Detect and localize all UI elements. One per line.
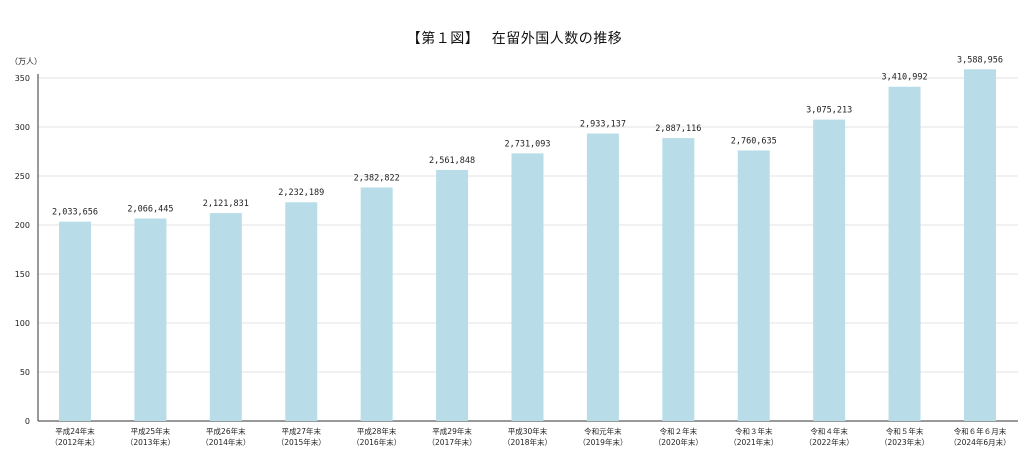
x-tick-label: 令和４年末 bbox=[810, 426, 848, 436]
x-tick-label: 令和２年末 bbox=[660, 426, 698, 436]
data-label: 2,066,445 bbox=[127, 204, 173, 214]
data-label: 2,033,656 bbox=[52, 208, 98, 218]
x-tick-label-year: （2019年末） bbox=[578, 437, 627, 447]
data-label: 3,588,956 bbox=[957, 55, 1003, 65]
bar bbox=[813, 119, 846, 422]
bar bbox=[209, 213, 242, 421]
x-tick-label-year: （2017年末） bbox=[428, 437, 477, 447]
bar bbox=[964, 69, 996, 421]
y-tick-label: 200 bbox=[15, 221, 30, 230]
bar bbox=[285, 202, 318, 421]
x-tick-label-year: （2018年末） bbox=[503, 437, 552, 447]
bar bbox=[737, 150, 770, 421]
bars bbox=[59, 69, 996, 422]
bar bbox=[360, 187, 393, 421]
y-tick-label: 150 bbox=[15, 270, 30, 279]
x-tick-label-year: （2021年末） bbox=[729, 437, 778, 447]
bar bbox=[511, 153, 544, 421]
x-tick-label-year: （2013年末） bbox=[126, 437, 175, 447]
chart-title: 【第１図】 在留外国人数の推移 bbox=[406, 31, 623, 47]
y-tick-label: 350 bbox=[15, 74, 30, 83]
x-tick-label-year: （2015年末） bbox=[277, 437, 326, 447]
bar bbox=[586, 133, 619, 422]
data-label: 2,887,116 bbox=[655, 124, 701, 134]
x-tick-label-year: （2024年6月末） bbox=[949, 437, 1010, 447]
x-tick-label-year: （2014年末） bbox=[201, 437, 250, 447]
data-label: 2,232,189 bbox=[278, 188, 324, 198]
x-tick-label-year: （2016年末） bbox=[352, 437, 401, 447]
x-tick-label: 平成29年末 bbox=[432, 426, 472, 436]
x-tick-label-year: （2012年末） bbox=[50, 437, 99, 447]
y-tick-label: 0 bbox=[25, 417, 30, 426]
x-tick-label-year: （2020年末） bbox=[654, 437, 703, 447]
y-tick-label: 50 bbox=[20, 368, 30, 377]
data-label: 2,382,822 bbox=[354, 173, 400, 183]
bar bbox=[888, 86, 921, 422]
x-tick-label: 平成30年末 bbox=[508, 426, 548, 436]
x-tick-label: 令和３年末 bbox=[735, 426, 773, 436]
bar bbox=[436, 169, 469, 421]
y-tick-label: 100 bbox=[15, 319, 30, 328]
data-label: 2,760,635 bbox=[731, 136, 777, 146]
data-label: 3,075,213 bbox=[806, 106, 852, 116]
data-label: 3,410,992 bbox=[882, 73, 928, 83]
data-label: 2,121,831 bbox=[203, 199, 249, 209]
x-tick-label: 平成25年末 bbox=[131, 426, 171, 436]
x-tick-label: 平成26年末 bbox=[206, 426, 246, 436]
gridlines bbox=[38, 77, 1018, 373]
data-labels: 2,033,656 2,066,445 2,121,831 2,232,189 2,38… bbox=[52, 55, 1003, 217]
x-tick-label: 令和元年末 bbox=[584, 426, 622, 436]
data-label: 2,561,848 bbox=[429, 156, 475, 166]
data-label: 2,933,137 bbox=[580, 120, 626, 130]
x-tick-label: 平成28年末 bbox=[357, 426, 397, 436]
x-tick-label-year: （2023年末） bbox=[880, 437, 929, 447]
x-tick-label: 令和６年６月末 bbox=[954, 426, 1007, 436]
y-tick-label: 250 bbox=[15, 172, 30, 181]
x-tick-label: 平成27年末 bbox=[281, 426, 321, 436]
x-axis-labels: 平成24年末（2012年末） 平成25年末（2013年末） 平成26年末（2014年… bbox=[50, 426, 1010, 447]
bar bbox=[662, 138, 695, 422]
y-axis-unit-label: （万人） bbox=[10, 57, 42, 66]
bar bbox=[59, 221, 91, 421]
x-tick-label-year: （2022年末） bbox=[805, 437, 854, 447]
x-tick-label: 令和５年末 bbox=[886, 426, 924, 436]
data-label: 2,731,093 bbox=[504, 139, 550, 149]
x-tick-label: 平成24年末 bbox=[55, 426, 95, 436]
y-tick-label: 300 bbox=[15, 123, 30, 132]
bar bbox=[134, 218, 167, 421]
